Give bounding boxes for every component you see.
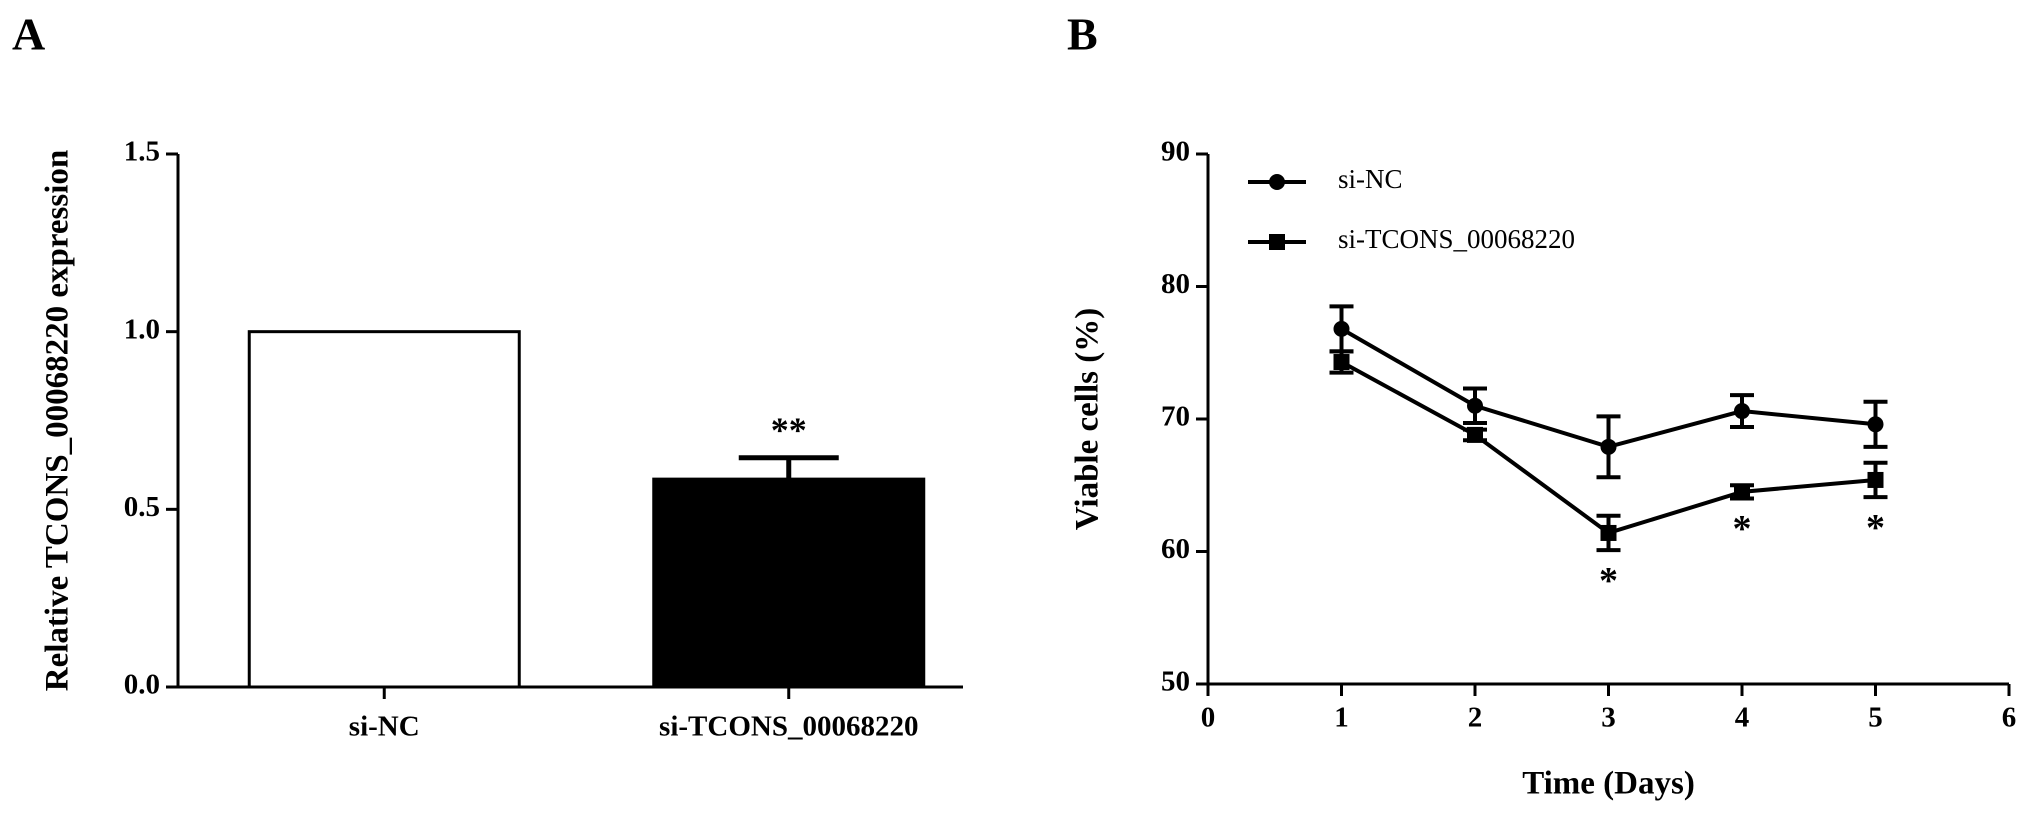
x-tick-label: 0 bbox=[1201, 702, 1216, 734]
legend-label: si-TCONS_00068220 bbox=[1338, 224, 1575, 254]
x-tick-label: 4 bbox=[1735, 702, 1750, 734]
point bbox=[1467, 426, 1483, 443]
annotation: * bbox=[1733, 508, 1752, 550]
x-tick-label: 3 bbox=[1601, 702, 1616, 734]
point bbox=[1867, 471, 1884, 488]
y-tick-label: 80 bbox=[1161, 268, 1190, 300]
y-axis-label: Viable cells (%) bbox=[1070, 308, 1106, 530]
bar bbox=[247, 330, 521, 689]
point bbox=[1333, 320, 1350, 337]
point bbox=[1467, 397, 1483, 414]
y-tick-label: 70 bbox=[1161, 401, 1190, 433]
y-tick-label: 0.0 bbox=[124, 669, 160, 701]
y-tick-label: 1.0 bbox=[124, 313, 160, 345]
y-tick-label: 0.5 bbox=[124, 491, 160, 523]
point bbox=[1600, 438, 1617, 455]
annotation: ** bbox=[771, 410, 807, 450]
point bbox=[1734, 403, 1750, 420]
panel-label: B bbox=[1067, 9, 1098, 60]
point bbox=[1600, 524, 1617, 541]
y-tick-label: 60 bbox=[1161, 533, 1190, 565]
y-tick-label: 90 bbox=[1161, 136, 1190, 168]
point bbox=[1867, 416, 1884, 433]
x-tick-label: 6 bbox=[2002, 702, 2017, 734]
x-axis-label: Time (Days) bbox=[1522, 766, 1695, 802]
point bbox=[1333, 354, 1350, 371]
y-tick-label: 50 bbox=[1161, 666, 1190, 698]
legend-marker bbox=[1269, 234, 1285, 250]
panel-label: A bbox=[12, 9, 45, 60]
x-tick-label: 5 bbox=[1868, 702, 1883, 734]
annotation: * bbox=[1866, 507, 1885, 549]
x-tick-label: 1 bbox=[1334, 702, 1349, 734]
x-tick-label: si-NC bbox=[349, 711, 420, 743]
legend-label: si-NC bbox=[1338, 164, 1403, 194]
point bbox=[1734, 483, 1750, 500]
bar bbox=[652, 477, 926, 689]
x-tick-label: 2 bbox=[1468, 702, 1483, 734]
annotation: * bbox=[1599, 560, 1618, 602]
y-tick-label: 1.5 bbox=[124, 136, 160, 168]
y-axis-label: Relative TCONS_00068220 expression bbox=[40, 150, 76, 691]
legend-marker bbox=[1269, 174, 1285, 190]
x-tick-label: si-TCONS_00068220 bbox=[659, 711, 918, 743]
